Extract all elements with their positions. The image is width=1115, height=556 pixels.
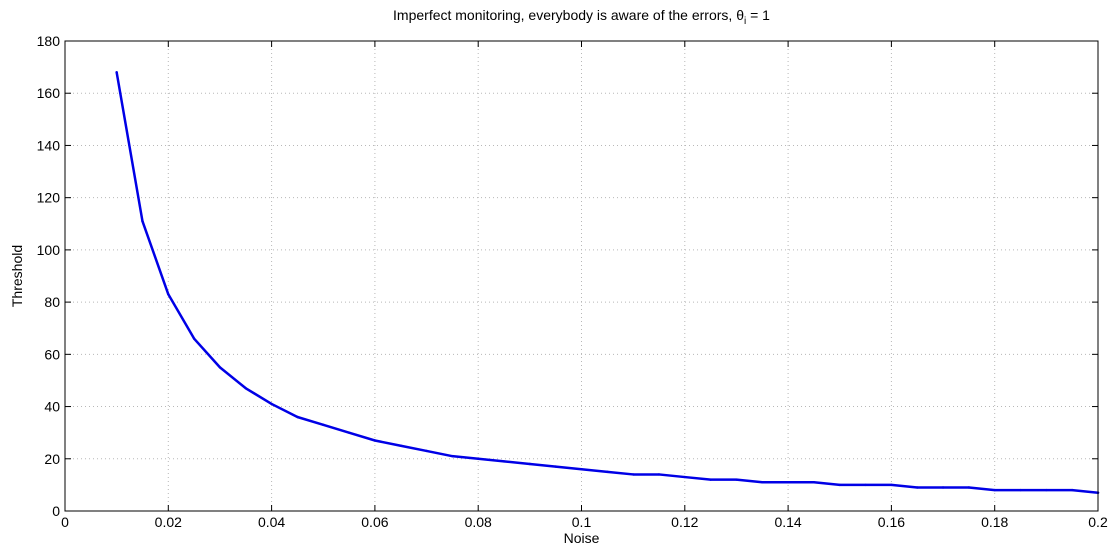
data-point <box>141 219 144 223</box>
x-tick-label: 0.02 <box>155 514 182 530</box>
y-tick-label: 60 <box>44 346 60 362</box>
y-tick-label: 80 <box>44 294 60 310</box>
data-point <box>606 470 609 474</box>
data-point <box>916 486 919 489</box>
data-point <box>322 423 325 427</box>
chart-title-subscript: i <box>744 16 746 27</box>
x-tick-label: 0.2 <box>1088 514 1108 530</box>
x-axis-label: Noise <box>564 530 600 546</box>
x-tick-label: 0.16 <box>878 514 905 530</box>
data-point <box>890 483 893 487</box>
data-point <box>477 457 480 460</box>
data-point <box>528 462 532 466</box>
data-point <box>373 439 377 442</box>
x-tick-label: 0.14 <box>774 514 801 530</box>
y-tick-label: 120 <box>37 190 61 206</box>
data-point <box>192 337 196 340</box>
chart-title-symbol: θ <box>736 7 744 23</box>
data-point <box>967 486 971 489</box>
chart-title-suffix: = 1 <box>746 7 770 23</box>
grid-lines <box>65 41 1098 511</box>
y-axis-label: Threshold <box>9 245 25 307</box>
data-point <box>347 431 351 434</box>
y-tick-label: 160 <box>37 85 61 101</box>
data-point <box>735 478 738 481</box>
x-tick-label: 0.08 <box>465 514 492 530</box>
chart-title: Imperfect monitoring, everybody is aware… <box>393 7 770 27</box>
chart-title-main: Imperfect monitoring, everybody is aware… <box>393 7 736 23</box>
y-tick-label: 100 <box>37 242 61 258</box>
data-point <box>1070 488 1074 492</box>
data-point <box>167 293 170 296</box>
data-point <box>1045 488 1048 492</box>
x-tick-label: 0.18 <box>981 514 1008 530</box>
data-point <box>270 402 273 406</box>
x-tick-label: 0.06 <box>361 514 388 530</box>
data-point <box>941 486 945 489</box>
data-point <box>115 71 118 74</box>
data-point <box>993 488 996 492</box>
data-point <box>554 465 557 468</box>
y-tick-label: 180 <box>37 33 61 49</box>
data-point <box>838 483 841 487</box>
x-tick-label: 0.04 <box>258 514 285 530</box>
x-tick-label: 0.1 <box>572 514 592 530</box>
y-tick-label: 0 <box>52 503 60 519</box>
data-point <box>580 468 583 471</box>
series-layer <box>115 71 1100 494</box>
data-point <box>502 460 506 463</box>
data-point <box>296 415 299 419</box>
axis-ticks: 0 0.02 0.04 0.06 0.08 0.1 0.12 0.14 0.16 0.18 0.2 0… <box>37 33 1108 530</box>
y-tick-label: 140 <box>37 137 61 153</box>
data-point <box>657 473 661 476</box>
data-point <box>425 449 428 453</box>
x-tick-label: 0.12 <box>671 514 698 530</box>
data-point <box>399 444 402 447</box>
data-point <box>864 483 867 487</box>
data-point <box>1019 488 1022 492</box>
data-point <box>218 366 222 369</box>
data-point <box>761 481 764 484</box>
y-tick-label: 20 <box>44 451 60 467</box>
data-point <box>631 473 635 476</box>
data-point <box>786 481 790 484</box>
x-tick-label: 0 <box>61 514 69 530</box>
y-tick-label: 40 <box>44 399 60 415</box>
data-point <box>683 475 686 479</box>
plot-area <box>65 41 1098 511</box>
data-point <box>709 478 712 481</box>
data-point <box>451 454 454 458</box>
data-point <box>244 387 247 390</box>
data-point <box>812 481 816 484</box>
